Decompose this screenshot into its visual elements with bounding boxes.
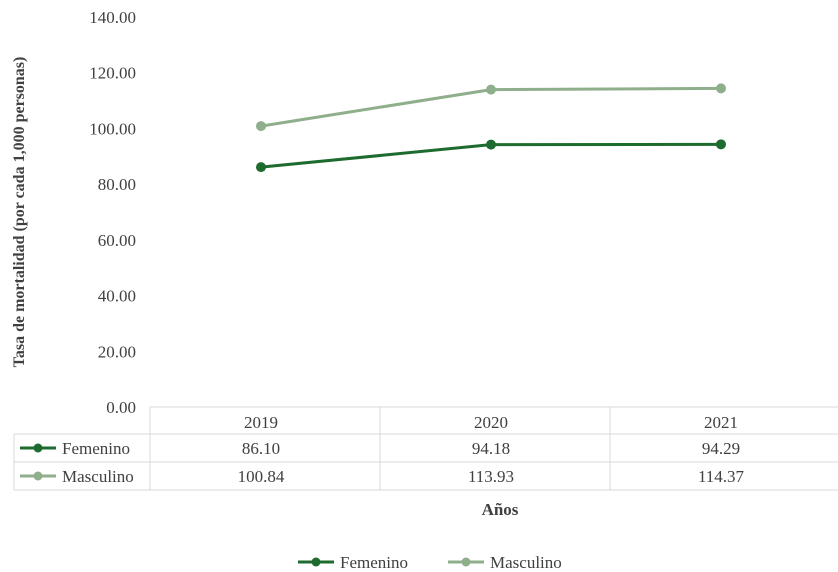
y-tick-label: 60.00	[98, 231, 136, 250]
table-series-name: Femenino	[62, 439, 130, 458]
legend: Femenino Masculino	[298, 553, 562, 572]
data-label: 86.10	[242, 439, 280, 458]
data-label: 114.37	[698, 467, 745, 486]
table-legend-key-marker	[33, 471, 43, 481]
y-tick-label: 20.00	[98, 342, 136, 361]
series-lines	[256, 83, 726, 173]
data-point	[716, 83, 726, 94]
x-tick-label: 2019	[244, 413, 278, 432]
data-point	[486, 139, 496, 150]
data-point	[486, 84, 496, 95]
y-tick-label: 0.00	[106, 398, 136, 417]
y-axis-ticks: 0.00 20.00 40.00 60.00 80.00 100.00 120.00 140.…	[89, 8, 136, 417]
legend-label: Masculino	[490, 553, 562, 572]
x-axis-label: Años	[482, 500, 519, 519]
y-tick-label: 40.00	[98, 287, 136, 306]
data-label: 94.29	[702, 439, 740, 458]
y-tick-label: 120.00	[89, 64, 136, 83]
data-point	[256, 121, 266, 132]
legend-key-marker	[461, 557, 471, 567]
data-point	[256, 162, 266, 173]
x-tick-label: 2020	[474, 413, 508, 432]
y-axis-label: Tasa de mortalidad (por cada 1,000 perso…	[11, 57, 28, 368]
data-table: 2019 2020 2021 Femenino 86.10 94.18 94.29 Mascu…	[13, 406, 838, 491]
y-tick-label: 140.00	[89, 8, 136, 27]
y-tick-label: 100.00	[89, 119, 136, 138]
data-point	[716, 139, 726, 150]
table-series-name: Masculino	[62, 467, 134, 486]
table-legend-key-marker	[33, 443, 43, 453]
legend-key-marker	[311, 557, 321, 567]
data-label: 94.18	[472, 439, 510, 458]
data-label: 100.84	[238, 467, 285, 486]
legend-label: Femenino	[340, 553, 408, 572]
y-tick-label: 80.00	[98, 175, 136, 194]
data-label: 113.93	[468, 467, 514, 486]
x-tick-label: 2021	[704, 413, 738, 432]
